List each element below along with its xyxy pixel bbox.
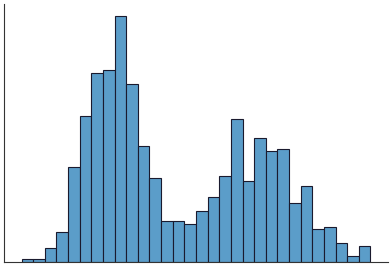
Bar (243, 181, 254, 262)
Bar (312, 230, 324, 262)
Bar (114, 16, 126, 262)
Bar (126, 84, 138, 262)
Bar (173, 221, 184, 262)
Bar (45, 248, 56, 262)
Bar (138, 146, 149, 262)
Bar (289, 202, 301, 262)
Bar (347, 256, 359, 262)
Bar (359, 246, 370, 262)
Bar (91, 73, 103, 262)
Bar (208, 197, 219, 262)
Bar (56, 232, 68, 262)
Bar (231, 119, 243, 262)
Bar (103, 70, 114, 262)
Bar (68, 168, 80, 262)
Bar (161, 221, 173, 262)
Bar (301, 186, 312, 262)
Bar (336, 243, 347, 262)
Bar (324, 227, 336, 262)
Bar (149, 178, 161, 262)
Bar (254, 138, 266, 262)
Bar (266, 151, 278, 262)
Bar (80, 116, 91, 262)
Bar (22, 259, 33, 262)
Bar (33, 259, 45, 262)
Bar (278, 149, 289, 262)
Bar (196, 211, 208, 262)
Bar (219, 176, 231, 262)
Bar (184, 224, 196, 262)
